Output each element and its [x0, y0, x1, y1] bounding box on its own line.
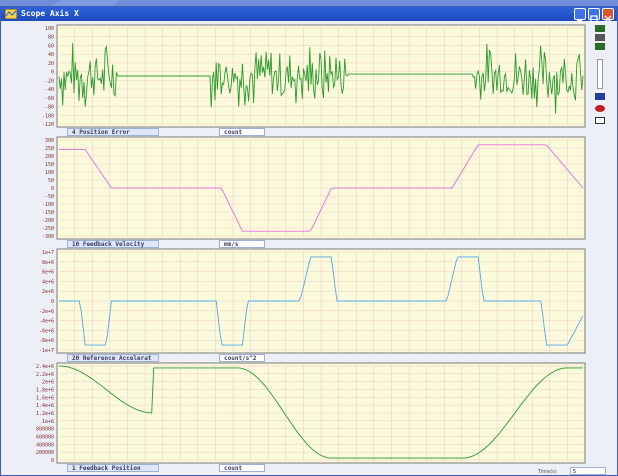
scope-panel[interactable]: 300 250 200 150 100 50 0 -50 -100 -150 -200 -250 -30…	[42, 136, 586, 240]
y-tick-label: -100	[42, 113, 54, 119]
channel-label[interactable]: 4 Position Error	[67, 128, 159, 136]
export-icon[interactable]	[595, 43, 605, 50]
signal-trace	[59, 256, 584, 346]
scope-toolbar	[592, 25, 612, 145]
zoom-in-icon[interactable]	[595, 25, 605, 32]
zoom-out-icon[interactable]	[595, 34, 605, 41]
y-tick-label: 2.4e+6	[36, 364, 54, 370]
signal-trace	[58, 42, 584, 114]
close-icon[interactable]	[602, 8, 614, 23]
y-tick-label: 100	[45, 170, 54, 176]
scope-panel[interactable]: 2.4e+6 2.2e+6 2e+6 1.8e+61.6e+6 1.4e+6 1.2e+6…	[36, 362, 586, 464]
y-tick-label: 80	[48, 35, 54, 41]
unit-label[interactable]: count	[219, 464, 265, 472]
signal-trace	[59, 144, 584, 232]
y-tick-label: -100	[42, 202, 54, 208]
slider-icon[interactable]	[597, 59, 603, 89]
y-tick-label: -80	[45, 105, 54, 111]
scope-panel[interactable]: 1e+7 8e+6 6e+6 4e+6 2e+6 0 -2e+6 -4e+6 -6e+6 -8e+…	[39, 248, 586, 354]
y-tick-label: 0	[51, 186, 54, 192]
y-tick-label: 150	[45, 162, 54, 168]
y-tick-label: 1.6e+6	[36, 395, 54, 401]
y-tick-label: 1e+7	[42, 250, 54, 256]
y-tick-label: -40	[45, 87, 54, 93]
unit-label[interactable]: count/s^2	[219, 354, 265, 362]
trigger-icon[interactable]	[595, 93, 605, 100]
y-tick-label: 0	[51, 70, 54, 76]
y-tick-label: 8e+6	[42, 260, 54, 266]
channel-label[interactable]: 1 Feedback Position	[67, 464, 159, 472]
y-tick-label: -200	[42, 218, 54, 224]
y-tick-label: -1e+7	[39, 348, 54, 354]
minimize-icon[interactable]	[574, 8, 586, 22]
y-tick-label: 50	[48, 178, 54, 184]
record-icon[interactable]	[595, 105, 605, 112]
y-tick-label: -300	[42, 234, 54, 240]
y-tick-label: -50	[45, 194, 54, 200]
time-label: Time(s)	[538, 469, 557, 475]
y-tick-label: -4e+6	[39, 319, 54, 325]
y-tick-label: 300	[45, 138, 54, 144]
y-tick-label: 6e+6	[42, 270, 54, 276]
y-tick-label: -6e+6	[39, 328, 54, 334]
y-tick-label: 400000	[36, 442, 54, 448]
channel-label[interactable]: 10 Feedback Velocity	[67, 240, 159, 248]
scope-plots: 100806040200-20-40-60-80-100-12030025020…	[36, 24, 586, 464]
y-tick-label: 1e+6	[42, 419, 54, 425]
y-tick-label: 600000	[36, 435, 54, 441]
y-tick-label: 1.2e+6	[36, 411, 54, 417]
y-tick-label: 4e+6	[42, 279, 54, 285]
y-tick-label: 20	[48, 61, 54, 67]
time-input[interactable]: 5	[570, 467, 606, 475]
y-tick-label: 0	[51, 299, 54, 305]
y-tick-label: -20	[45, 78, 54, 84]
y-tick-label: 2e+6	[42, 380, 54, 386]
y-tick-label: 200	[45, 154, 54, 160]
y-tick-label: 1.4e+6	[36, 403, 54, 409]
window-title: Scope Axis X	[21, 9, 79, 18]
scope-app-icon	[5, 9, 17, 19]
unit-label[interactable]: count	[219, 128, 265, 136]
y-tick-label: -150	[42, 210, 54, 216]
y-tick-label: 1.8e+6	[36, 388, 54, 394]
y-tick-label: -2e+6	[39, 309, 54, 315]
y-tick-label: 100	[45, 26, 54, 32]
y-tick-label: 0	[51, 458, 54, 464]
channel-label[interactable]: 20 Reference Accelerat	[67, 354, 159, 362]
y-tick-label: 2.2e+6	[36, 372, 54, 378]
maximize-icon[interactable]	[588, 8, 600, 23]
y-tick-label: -8e+6	[39, 338, 54, 344]
signal-trace	[58, 365, 583, 459]
y-tick-label: 40	[48, 52, 54, 58]
y-tick-label: -120	[42, 122, 54, 128]
y-tick-label: 2e+6	[42, 289, 54, 295]
y-tick-label: 200000	[36, 450, 54, 456]
y-tick-label: 60	[48, 43, 54, 49]
y-tick-label: 800000	[36, 427, 54, 433]
scope-window: Scope Axis X 100 80 60 40 20 0 -20 -40 -60 -80 -10…	[0, 6, 618, 476]
title-bar[interactable]: Scope Axis X	[1, 7, 617, 23]
y-tick-label: -60	[45, 96, 54, 102]
settings-icon[interactable]	[595, 117, 605, 124]
unit-label[interactable]: mm/s	[219, 240, 265, 248]
y-tick-label: 250	[45, 146, 54, 152]
scope-panel[interactable]: 100 80 60 40 20 0 -20 -40 -60 -80 -100 -120	[42, 24, 586, 128]
y-tick-label: -250	[42, 226, 54, 232]
